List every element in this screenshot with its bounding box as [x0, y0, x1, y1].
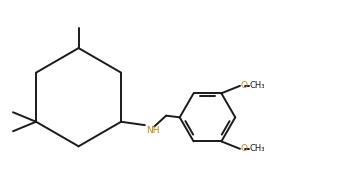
Text: CH₃: CH₃ — [250, 144, 265, 153]
Text: O: O — [241, 81, 248, 90]
Text: CH₃: CH₃ — [250, 81, 265, 90]
Text: NH: NH — [146, 126, 160, 135]
Text: O: O — [241, 144, 248, 153]
